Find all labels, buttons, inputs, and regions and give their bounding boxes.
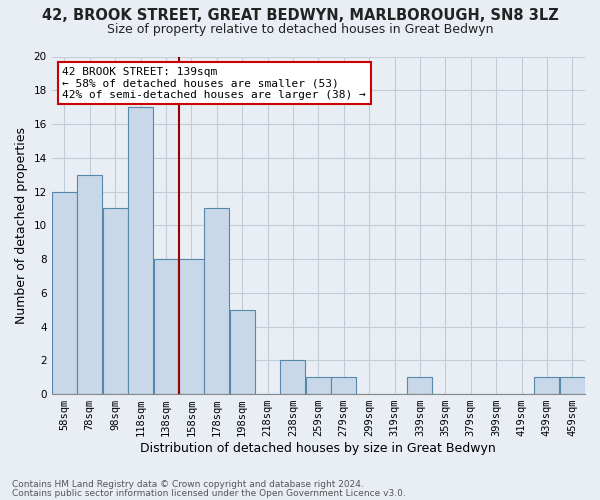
Bar [205,208,229,394]
Bar [128,107,153,394]
Bar [331,377,356,394]
Bar [52,192,77,394]
X-axis label: Distribution of detached houses by size in Great Bedwyn: Distribution of detached houses by size … [140,442,496,455]
Bar [103,208,128,394]
Bar [280,360,305,394]
Bar [560,377,585,394]
Bar [535,377,559,394]
Text: Size of property relative to detached houses in Great Bedwyn: Size of property relative to detached ho… [107,22,493,36]
Bar [154,259,178,394]
Bar [77,174,102,394]
Text: Contains public sector information licensed under the Open Government Licence v3: Contains public sector information licen… [12,488,406,498]
Y-axis label: Number of detached properties: Number of detached properties [15,127,28,324]
Bar [306,377,331,394]
Text: 42, BROOK STREET, GREAT BEDWYN, MARLBOROUGH, SN8 3LZ: 42, BROOK STREET, GREAT BEDWYN, MARLBORO… [41,8,559,22]
Text: 42 BROOK STREET: 139sqm
← 58% of detached houses are smaller (53)
42% of semi-de: 42 BROOK STREET: 139sqm ← 58% of detache… [62,66,366,100]
Bar [179,259,204,394]
Text: Contains HM Land Registry data © Crown copyright and database right 2024.: Contains HM Land Registry data © Crown c… [12,480,364,489]
Bar [230,310,254,394]
Bar [407,377,433,394]
